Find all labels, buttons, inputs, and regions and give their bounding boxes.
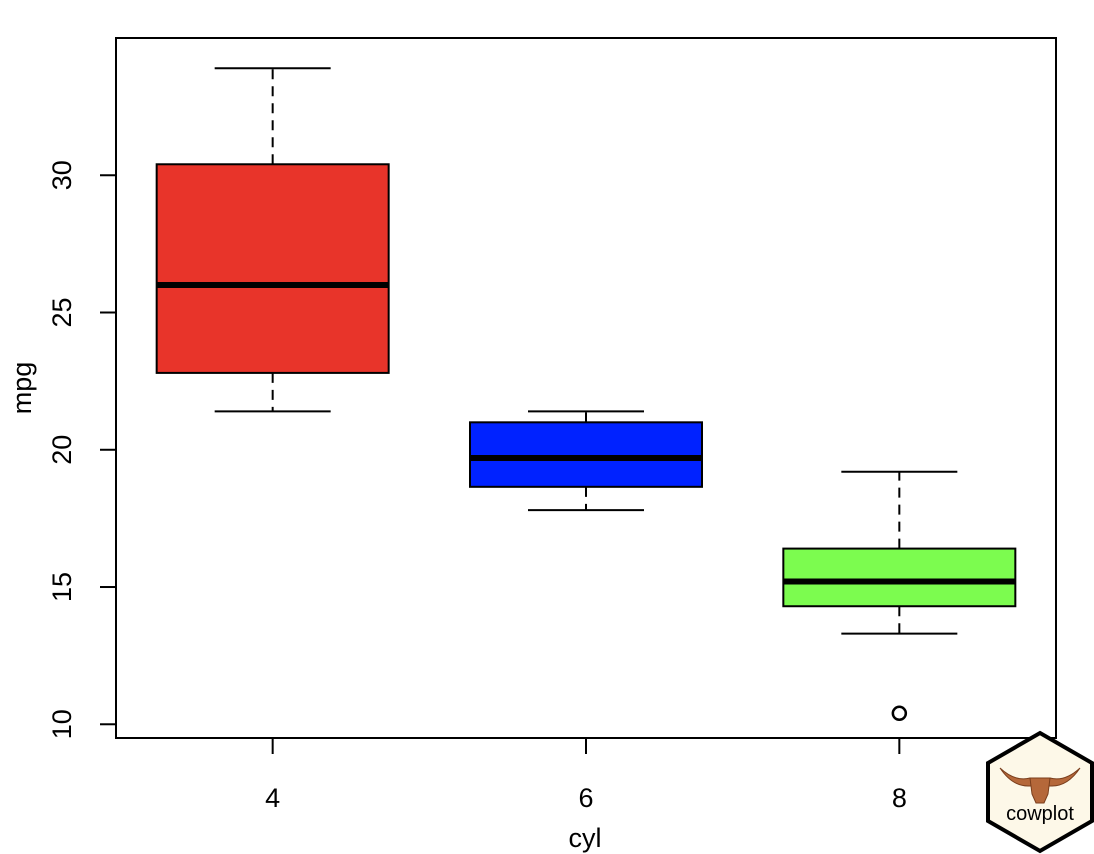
x-tick-label: 8 (892, 783, 907, 813)
x-tick-label: 4 (265, 783, 280, 813)
y-tick-label: 25 (47, 297, 77, 327)
boxes (155, 67, 1017, 722)
x-axis: 4 6 8 (265, 738, 907, 813)
y-tick-label: 10 (47, 709, 77, 739)
iqr-box (155, 163, 390, 374)
logo-label: cowplot (1006, 803, 1074, 825)
box-group-4 (155, 67, 390, 413)
iqr-box (782, 547, 1017, 608)
iqr-box (469, 421, 703, 488)
y-tick-label: 15 (47, 572, 77, 602)
box-group-6 (469, 410, 703, 512)
outlier-point (891, 705, 908, 722)
x-axis-title: cyl (569, 823, 602, 853)
y-axis: 10 15 20 25 30 (47, 160, 117, 739)
y-tick-label: 30 (47, 160, 77, 190)
box-group-8 (782, 470, 1017, 722)
y-axis-title: mpg (7, 362, 37, 415)
longhorn-icon (999, 767, 1081, 804)
y-tick-label: 20 (47, 435, 77, 465)
cowplot-logo: cowplot (986, 730, 1094, 854)
x-tick-label: 6 (578, 783, 593, 813)
